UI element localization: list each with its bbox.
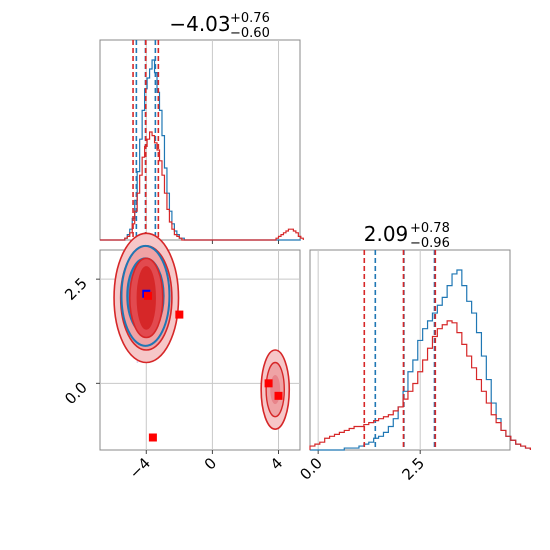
title-value-0: −4.03 — [169, 12, 230, 36]
contour-blue-outer — [120, 244, 171, 347]
scatter-point — [136, 361, 139, 363]
marker-2 — [175, 310, 184, 319]
xtick-label-p0-2: 4 — [267, 454, 286, 473]
xtick-label-p0-1: 0 — [201, 454, 220, 473]
histogram-panel-param-0 — [99, 39, 304, 244]
title-minus-0: −0.60 — [230, 26, 270, 41]
title-param-0: −4.03 — [169, 12, 230, 36]
ytick-label-p1-0: 0.0 — [61, 378, 91, 408]
hist0-series-1 — [100, 131, 304, 241]
scatter-frame — [99, 249, 301, 451]
hist0-series-0 — [100, 59, 301, 241]
hist1-series-1 — [309, 320, 532, 450]
marker-1 — [143, 291, 152, 300]
title-value-1: 2.09 — [364, 222, 409, 246]
xtick-label-p1-1: 2.5 — [398, 454, 428, 484]
title-plus-0: +0.76 — [230, 11, 270, 26]
marker-3 — [148, 433, 157, 442]
ytick-label-p1-1: 2.5 — [61, 274, 91, 304]
title-plus-1: +0.78 — [410, 221, 450, 236]
marker-4 — [264, 379, 273, 388]
hist0-frame — [99, 39, 301, 241]
title-param-1: 2.09 — [364, 222, 409, 246]
xtick-label-p0-0: −4 — [126, 454, 154, 482]
hist1-frame — [309, 249, 511, 451]
marker-5 — [274, 391, 283, 400]
title-minus-1: −0.96 — [410, 236, 450, 251]
scatter-contour-panel — [96, 232, 301, 454]
histogram-panel-param-1 — [309, 249, 532, 454]
xtick-label-p1-0: 0.0 — [296, 454, 326, 484]
